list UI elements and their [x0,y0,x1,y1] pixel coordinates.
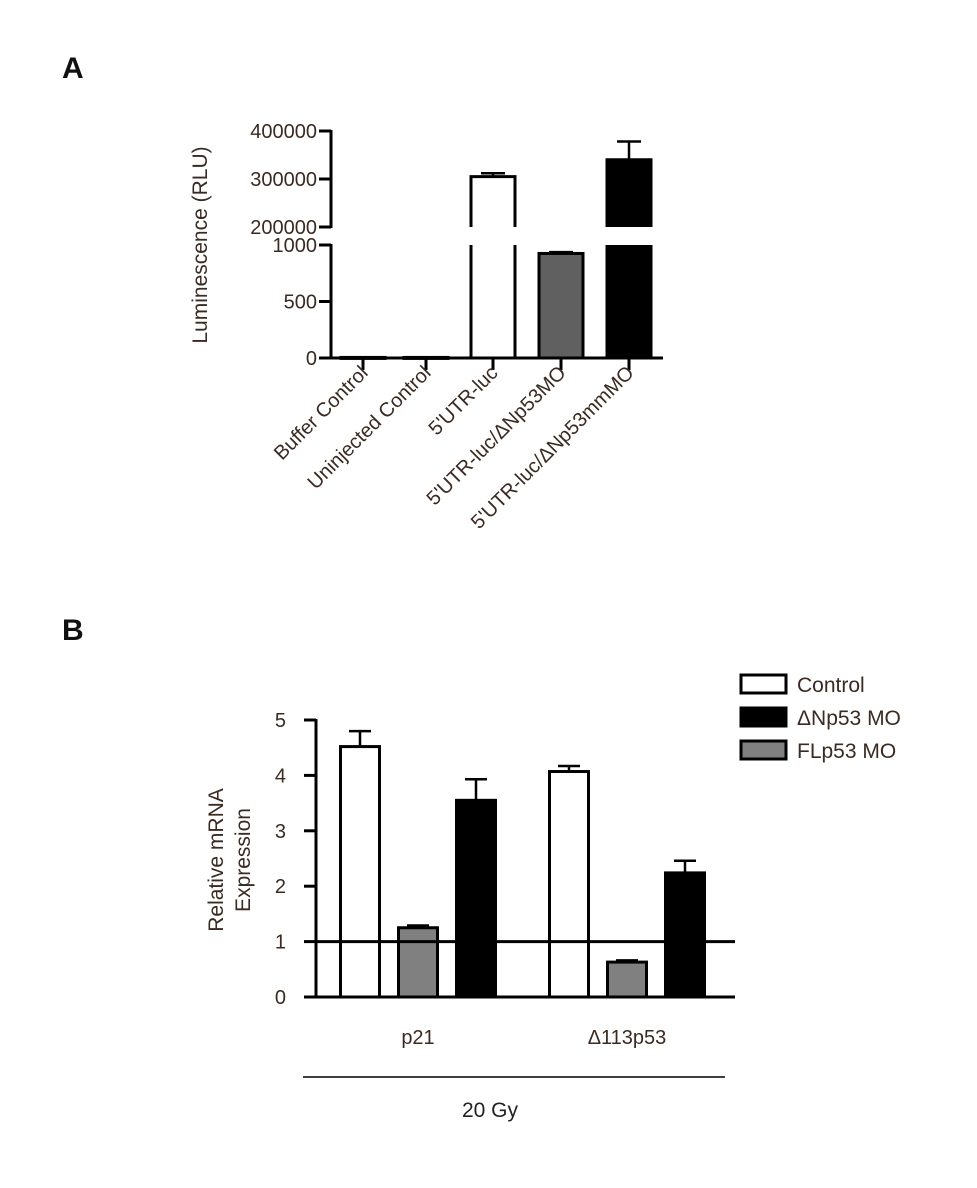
bar-a-2-lower [469,245,517,360]
y-axis-title-b-line1: Relative mRNA [205,788,228,932]
bar-a-4-lower [605,245,653,360]
legend-swatch-2 [739,739,788,761]
bar-b-1-2 [664,871,706,999]
y-tick-label-lower-1: 500 [284,292,317,314]
panel-a-label: A [62,52,84,85]
panel-b-label: B [62,614,84,647]
y-tick-label-b-2: 2 [275,876,286,898]
legend-swatch-0 [739,673,788,695]
y-tick-label-b-0: 0 [275,987,286,1009]
bar-a-3 [537,251,585,360]
y-tick-label-lower-0: 0 [306,348,317,370]
bar-a-2-upper [469,175,517,227]
y-tick-label-b-1: 1 [275,932,286,954]
legend-label-1: ΔNp53 MO [797,707,901,730]
panel-b-chart: 0 1 2 3 4 5 Relative mRNA Expression p21 Δ113p53 2… [205,673,901,1122]
y-tick-label-upper-0: 200000 [250,217,317,239]
group-label: 20 Gy [462,1099,519,1122]
y-tick-label-b-5: 5 [275,710,286,732]
x-tick-label-a-1: Uninjected Control [304,362,436,494]
y-axis-title: Luminescence (RLU) [189,146,212,343]
bar-b-0-2 [455,798,497,999]
legend-label-2: FLp53 MO [797,740,896,763]
y-tick-label-b-3: 3 [275,821,286,843]
x-tick-label-b-1: Δ113p53 [588,1027,667,1049]
x-tick-label-b-0: p21 [401,1027,434,1049]
legend-label-0: Control [797,674,865,697]
bar-b-1-0 [548,770,590,999]
y-axis-title-b-line2: Expression [232,808,255,912]
bar-b-1-1 [606,960,648,999]
y-tick-label-upper-2: 400000 [250,121,317,143]
y-tick-label-upper-1: 300000 [250,169,317,191]
bar-a-4-upper [605,158,653,227]
legend-swatch-1 [739,706,788,728]
bar-b-0-0 [339,745,381,999]
y-tick-label-b-4: 4 [275,765,286,787]
y-tick-label-lower-2: 1000 [273,235,318,257]
bar-b-0-1 [397,926,439,999]
